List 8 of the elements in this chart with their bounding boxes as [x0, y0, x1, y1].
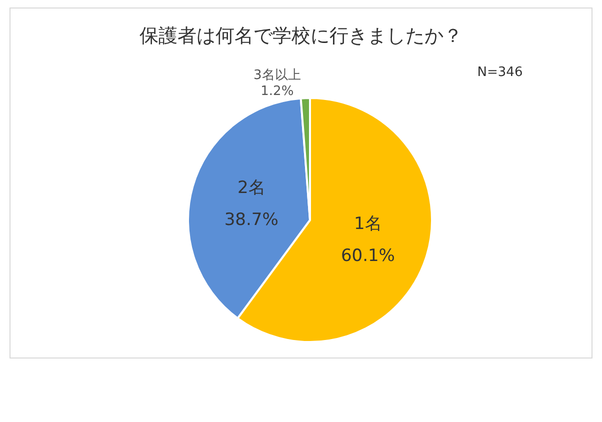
title: 保護者は何名で学校に行きましたか？ — [140, 25, 462, 47]
value: 1.2% — [260, 84, 294, 100]
annotation: N=346 — [477, 65, 523, 80]
value: 60.1% — [340, 246, 395, 266]
label: 2名 — [237, 178, 266, 198]
label: 3名以上 — [254, 68, 301, 84]
label: 1名 — [354, 214, 382, 234]
value: 38.7% — [224, 210, 278, 230]
